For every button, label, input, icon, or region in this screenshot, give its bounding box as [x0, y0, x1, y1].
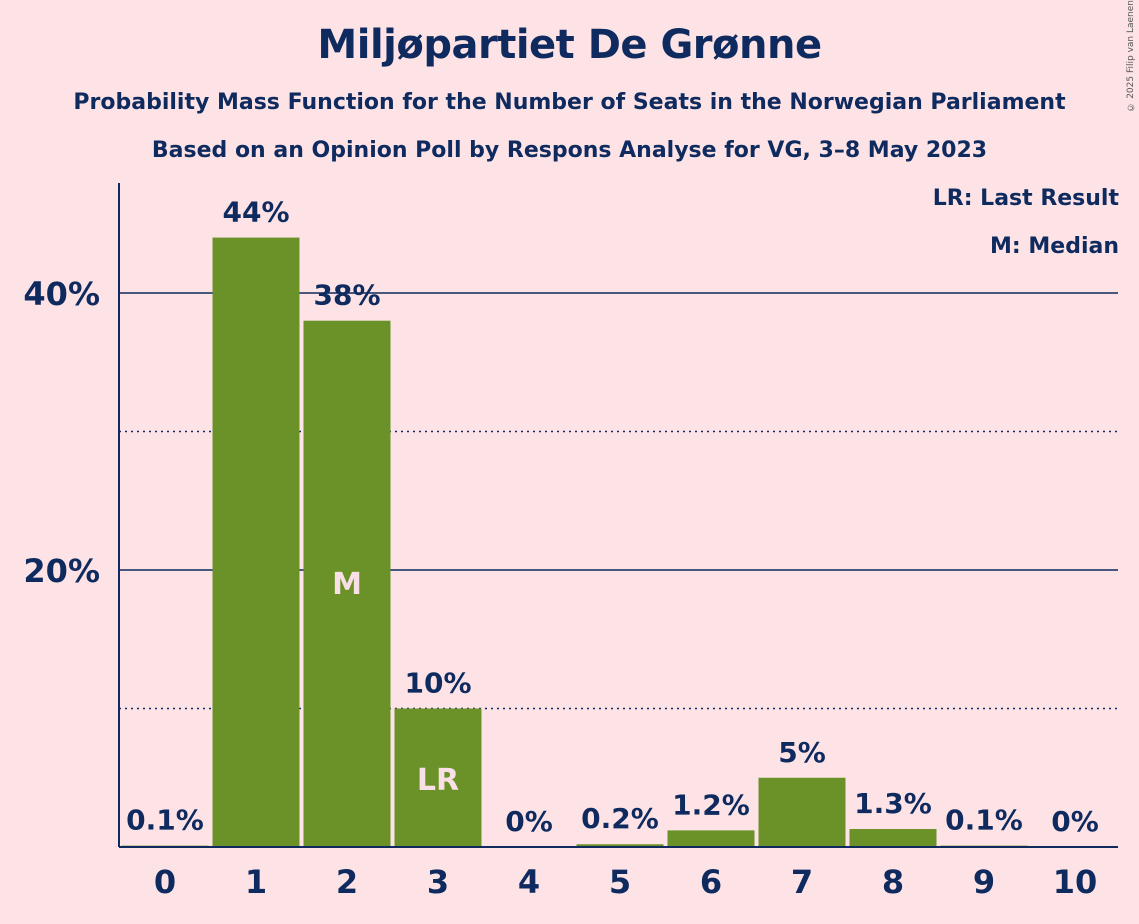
xtick-label: 10 [1053, 863, 1098, 901]
chart-subtitle: Probability Mass Function for the Number… [73, 90, 1066, 115]
value-label: 0.1% [945, 804, 1023, 837]
bar-marker-m: M [332, 567, 362, 602]
xtick-label: 8 [882, 863, 904, 901]
ytick-label-bg [20, 550, 110, 590]
bar-seat-7 [758, 777, 846, 847]
bar-seat-1 [212, 237, 300, 848]
value-label: 44% [222, 196, 289, 229]
bar-seat-5 [576, 844, 664, 847]
xtick-label: 0 [154, 863, 176, 901]
value-label: 1.2% [672, 788, 750, 821]
legend-median: M: Median [990, 234, 1119, 259]
ytick-label: 40% [23, 275, 100, 313]
xtick-label: 3 [427, 863, 449, 901]
xtick-label: 4 [518, 863, 540, 901]
value-label: 5% [778, 736, 826, 769]
value-label: 10% [404, 667, 471, 700]
value-label: 38% [313, 279, 380, 312]
xtick-label: 2 [336, 863, 358, 901]
value-label: 0.1% [126, 804, 204, 837]
xtick-label: 5 [609, 863, 631, 901]
xtick-label: 9 [973, 863, 995, 901]
bar-seat-6 [667, 830, 755, 847]
value-label: 1.3% [854, 787, 932, 820]
bar-seat-8 [849, 828, 937, 847]
legend-last-result: LR: Last Result [932, 186, 1119, 211]
chart-title: Miljøpartiet De Grønne [317, 22, 822, 68]
value-label: 0.2% [581, 802, 659, 835]
value-label: 0% [505, 805, 553, 838]
bar-marker-lr: LR [417, 763, 459, 798]
bar-seat-3 [394, 708, 482, 847]
xtick-label: 1 [245, 863, 267, 901]
chart-source-subtitle: Based on an Opinion Poll by Respons Anal… [151, 138, 988, 163]
value-label: 0% [1051, 805, 1099, 838]
ytick-label: 20% [23, 552, 100, 590]
xtick-label: 6 [700, 863, 722, 901]
ytick-label-bg [20, 273, 110, 313]
bar-seat-2 [303, 320, 391, 847]
xtick-label: 7 [791, 863, 813, 901]
